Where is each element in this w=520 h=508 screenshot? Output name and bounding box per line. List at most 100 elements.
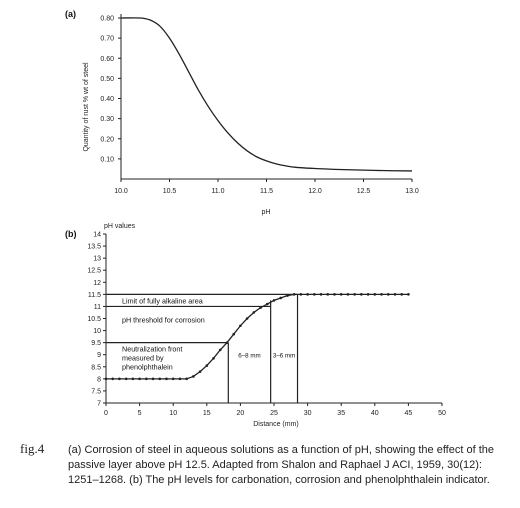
chart-a-y-tick-label: 0.60	[100, 56, 114, 63]
chart-b: (b) pH values Distance (mm) 7 7.5 8 8.5 9 9.5…	[65, 223, 446, 428]
chart-a-series-line	[120, 17, 413, 172]
chart-a: (a) Quantity of rust % wt of steel pH 0.…	[65, 9, 419, 216]
chart-b-data-point	[346, 293, 350, 296]
chart-b-data-point	[366, 293, 370, 296]
chart-b-annotation-neutralization: measured by	[122, 354, 164, 363]
chart-b-data-point	[151, 377, 155, 381]
chart-b-x-tick-label: 50	[438, 410, 446, 417]
chart-b-data-point	[198, 370, 202, 373]
chart-b-annotation-gap-2: 3–6 mm	[273, 353, 295, 360]
chart-a-y-tick-label: 0.20	[100, 136, 114, 143]
chart-b-y-tick-label: 8	[97, 376, 101, 383]
chart-b-data-point	[171, 377, 175, 381]
chart-b-data-point	[319, 293, 323, 296]
chart-b-y-tick-label: 13.5	[87, 244, 101, 251]
chart-b-x-tick-label: 5	[138, 410, 142, 417]
chart-b-xlabel: Distance (mm)	[253, 421, 299, 428]
chart-b-y-tick-label: 7	[97, 401, 101, 408]
chart-b-data-point	[178, 377, 182, 381]
chart-a-x-tick-label: 12.5	[357, 188, 371, 195]
chart-b-data-point	[286, 294, 289, 297]
chart-a-y-tick-label: 0.40	[100, 96, 114, 103]
chart-b-x-tick-label: 20	[237, 410, 245, 417]
chart-a-ylabel: Quantity of rust % wt of steel	[83, 62, 90, 152]
chart-a-xlabel: pH	[262, 209, 271, 216]
chart-b-annotation-corrosion: pH threshold for corrosion	[122, 315, 205, 324]
chart-a-y-tick-label: 0.10	[100, 156, 114, 163]
chart-b-data-point	[259, 306, 262, 309]
chart-a-x-tick-label: 12.0	[308, 188, 322, 195]
chart-b-data-point	[245, 317, 249, 320]
chart-a-y-tick-label: 0.50	[100, 76, 114, 83]
chart-b-x-tick-label: 10	[169, 410, 177, 417]
chart-b-data-point	[265, 302, 269, 306]
chart-a-x-tick-label: 10.0	[114, 188, 128, 195]
panel-b-label: (b)	[65, 229, 77, 239]
chart-b-data-point	[299, 293, 303, 296]
chart-b-y-tick-label: 14	[93, 232, 101, 239]
caption-text: (a) Corrosion of steel in aqueous soluti…	[68, 444, 494, 486]
chart-b-data-point	[138, 377, 141, 381]
chart-b-y-tick-label: 12.5	[87, 268, 101, 275]
chart-a-x-tick-label: 11.5	[260, 188, 273, 195]
chart-b-data-point	[239, 324, 242, 328]
chart-a-y-tick-label: 0.30	[100, 116, 114, 123]
chart-b-data-point	[212, 357, 215, 360]
chart-b-y-tick-label: 11	[94, 304, 101, 311]
chart-b-x-tick-label: 15	[203, 410, 211, 417]
chart-a-x-tick-label: 11.0	[211, 188, 224, 195]
chart-b-ylabel: pH values	[104, 223, 136, 230]
chart-b-y-tick-label: 9.5	[91, 340, 101, 347]
chart-b-data-point	[292, 293, 296, 296]
chart-b-x-tick-label: 45	[405, 410, 413, 417]
chart-b-data-point	[386, 293, 390, 296]
chart-b-data-point	[111, 377, 115, 381]
chart-b-data-point	[225, 341, 229, 344]
caption-label: fig.4	[20, 441, 45, 456]
chart-b-data-point	[407, 293, 410, 296]
chart-b-data-point	[104, 377, 108, 381]
chart-b-y-tick-label: 10	[93, 328, 101, 335]
chart-b-data-point	[131, 377, 135, 381]
chart-b-x-tick-label: 25	[270, 410, 278, 417]
chart-b-data-point	[232, 332, 235, 336]
chart-b-y-tick-label: 7.5	[91, 388, 101, 395]
chart-b-data-point	[218, 348, 222, 352]
chart-b-data-point	[373, 293, 377, 296]
chart-b-data-point	[393, 293, 397, 296]
chart-b-data-point	[205, 364, 209, 367]
chart-b-data-point	[313, 293, 316, 296]
chart-b-data-point	[360, 293, 363, 296]
chart-b-data-point	[326, 293, 330, 296]
chart-b-data-point	[158, 377, 162, 381]
chart-b-y-tick-label: 11.5	[88, 292, 101, 299]
panel-a-label: (a)	[65, 9, 76, 19]
chart-b-annotation-neutralization: Neutralization front	[122, 345, 182, 354]
chart-b-data-point	[165, 377, 168, 381]
chart-b-data-point	[252, 311, 256, 314]
chart-b-y-tick-label: 10.5	[87, 316, 101, 323]
chart-b-data-point	[124, 377, 128, 381]
chart-b-data-point	[279, 296, 283, 300]
chart-b-data-point	[118, 377, 121, 381]
chart-b-data-point	[339, 293, 343, 296]
chart-b-y-tick-label: 13	[93, 256, 101, 263]
chart-b-x-tick-label: 35	[337, 410, 345, 417]
chart-b-annotation-neutralization: phenolphthalein	[122, 363, 173, 372]
chart-a-y-tick-label: 0.80	[100, 16, 114, 23]
chart-b-data-point	[333, 293, 336, 296]
chart-b-series-line	[106, 293, 409, 380]
chart-b-data-point	[272, 299, 276, 302]
chart-b-annotation-gap-1: 6–8 mm	[238, 353, 260, 360]
chart-b-data-point	[353, 293, 356, 296]
chart-b-data-point	[306, 293, 309, 296]
figure-canvas: (a) Quantity of rust % wt of steel pH 0.…	[65, 9, 446, 428]
chart-b-y-tick-label: 12	[93, 280, 101, 287]
chart-b-annotation-alkaline: Limit of fully alkaline area	[122, 296, 203, 305]
chart-b-y-tick-label: 8.5	[91, 364, 101, 371]
chart-b-x-tick-label: 40	[371, 410, 379, 417]
chart-b-data-point	[400, 293, 403, 296]
chart-b-x-tick-label: 30	[304, 410, 312, 417]
chart-b-data-point	[380, 293, 383, 296]
chart-a-x-tick-label: 10.5	[163, 188, 177, 195]
